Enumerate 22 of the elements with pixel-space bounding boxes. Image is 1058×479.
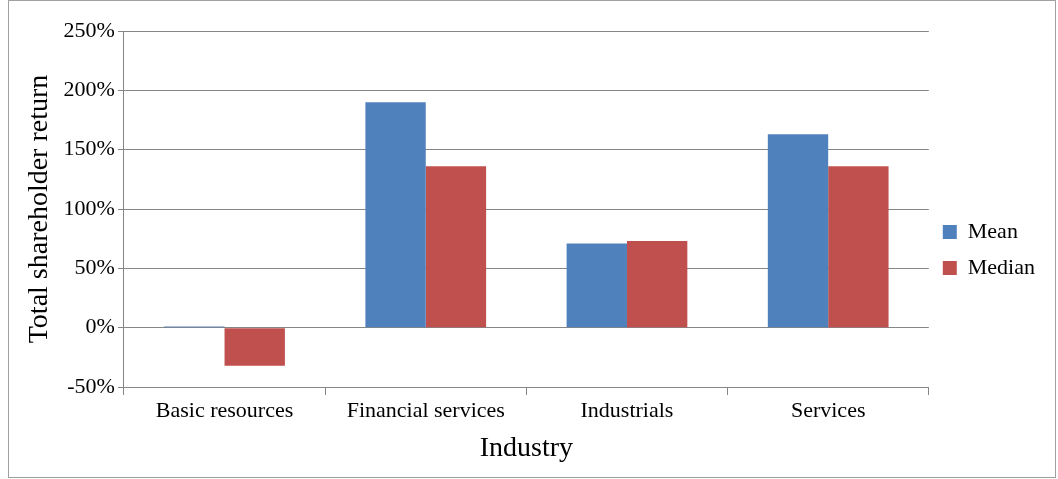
y-tick-label: -50% bbox=[67, 372, 115, 398]
bar bbox=[224, 328, 285, 366]
bar bbox=[566, 243, 627, 328]
y-tick-label: 200% bbox=[63, 76, 115, 102]
bar bbox=[767, 134, 829, 328]
bar bbox=[425, 166, 487, 328]
bar bbox=[365, 102, 426, 328]
y-tick-label: 100% bbox=[63, 194, 115, 220]
y-tick-label: 50% bbox=[74, 254, 115, 280]
legend-label: Mean bbox=[967, 217, 1018, 243]
x-tick-label: Industrials bbox=[580, 396, 674, 422]
x-tick-label: Services bbox=[790, 396, 866, 422]
bar bbox=[828, 166, 889, 328]
bar bbox=[626, 241, 688, 328]
y-tick-label: 250% bbox=[63, 16, 115, 42]
x-axis-title: Industry bbox=[479, 430, 574, 462]
legend-label: Median bbox=[967, 253, 1035, 279]
x-tick-label: Basic resources bbox=[155, 396, 294, 422]
y-axis-title: Total shareholder return bbox=[22, 74, 54, 344]
y-tick-label: 0% bbox=[85, 313, 115, 339]
y-tick-label: 150% bbox=[63, 135, 115, 161]
x-tick-label: Financial services bbox=[346, 396, 505, 422]
